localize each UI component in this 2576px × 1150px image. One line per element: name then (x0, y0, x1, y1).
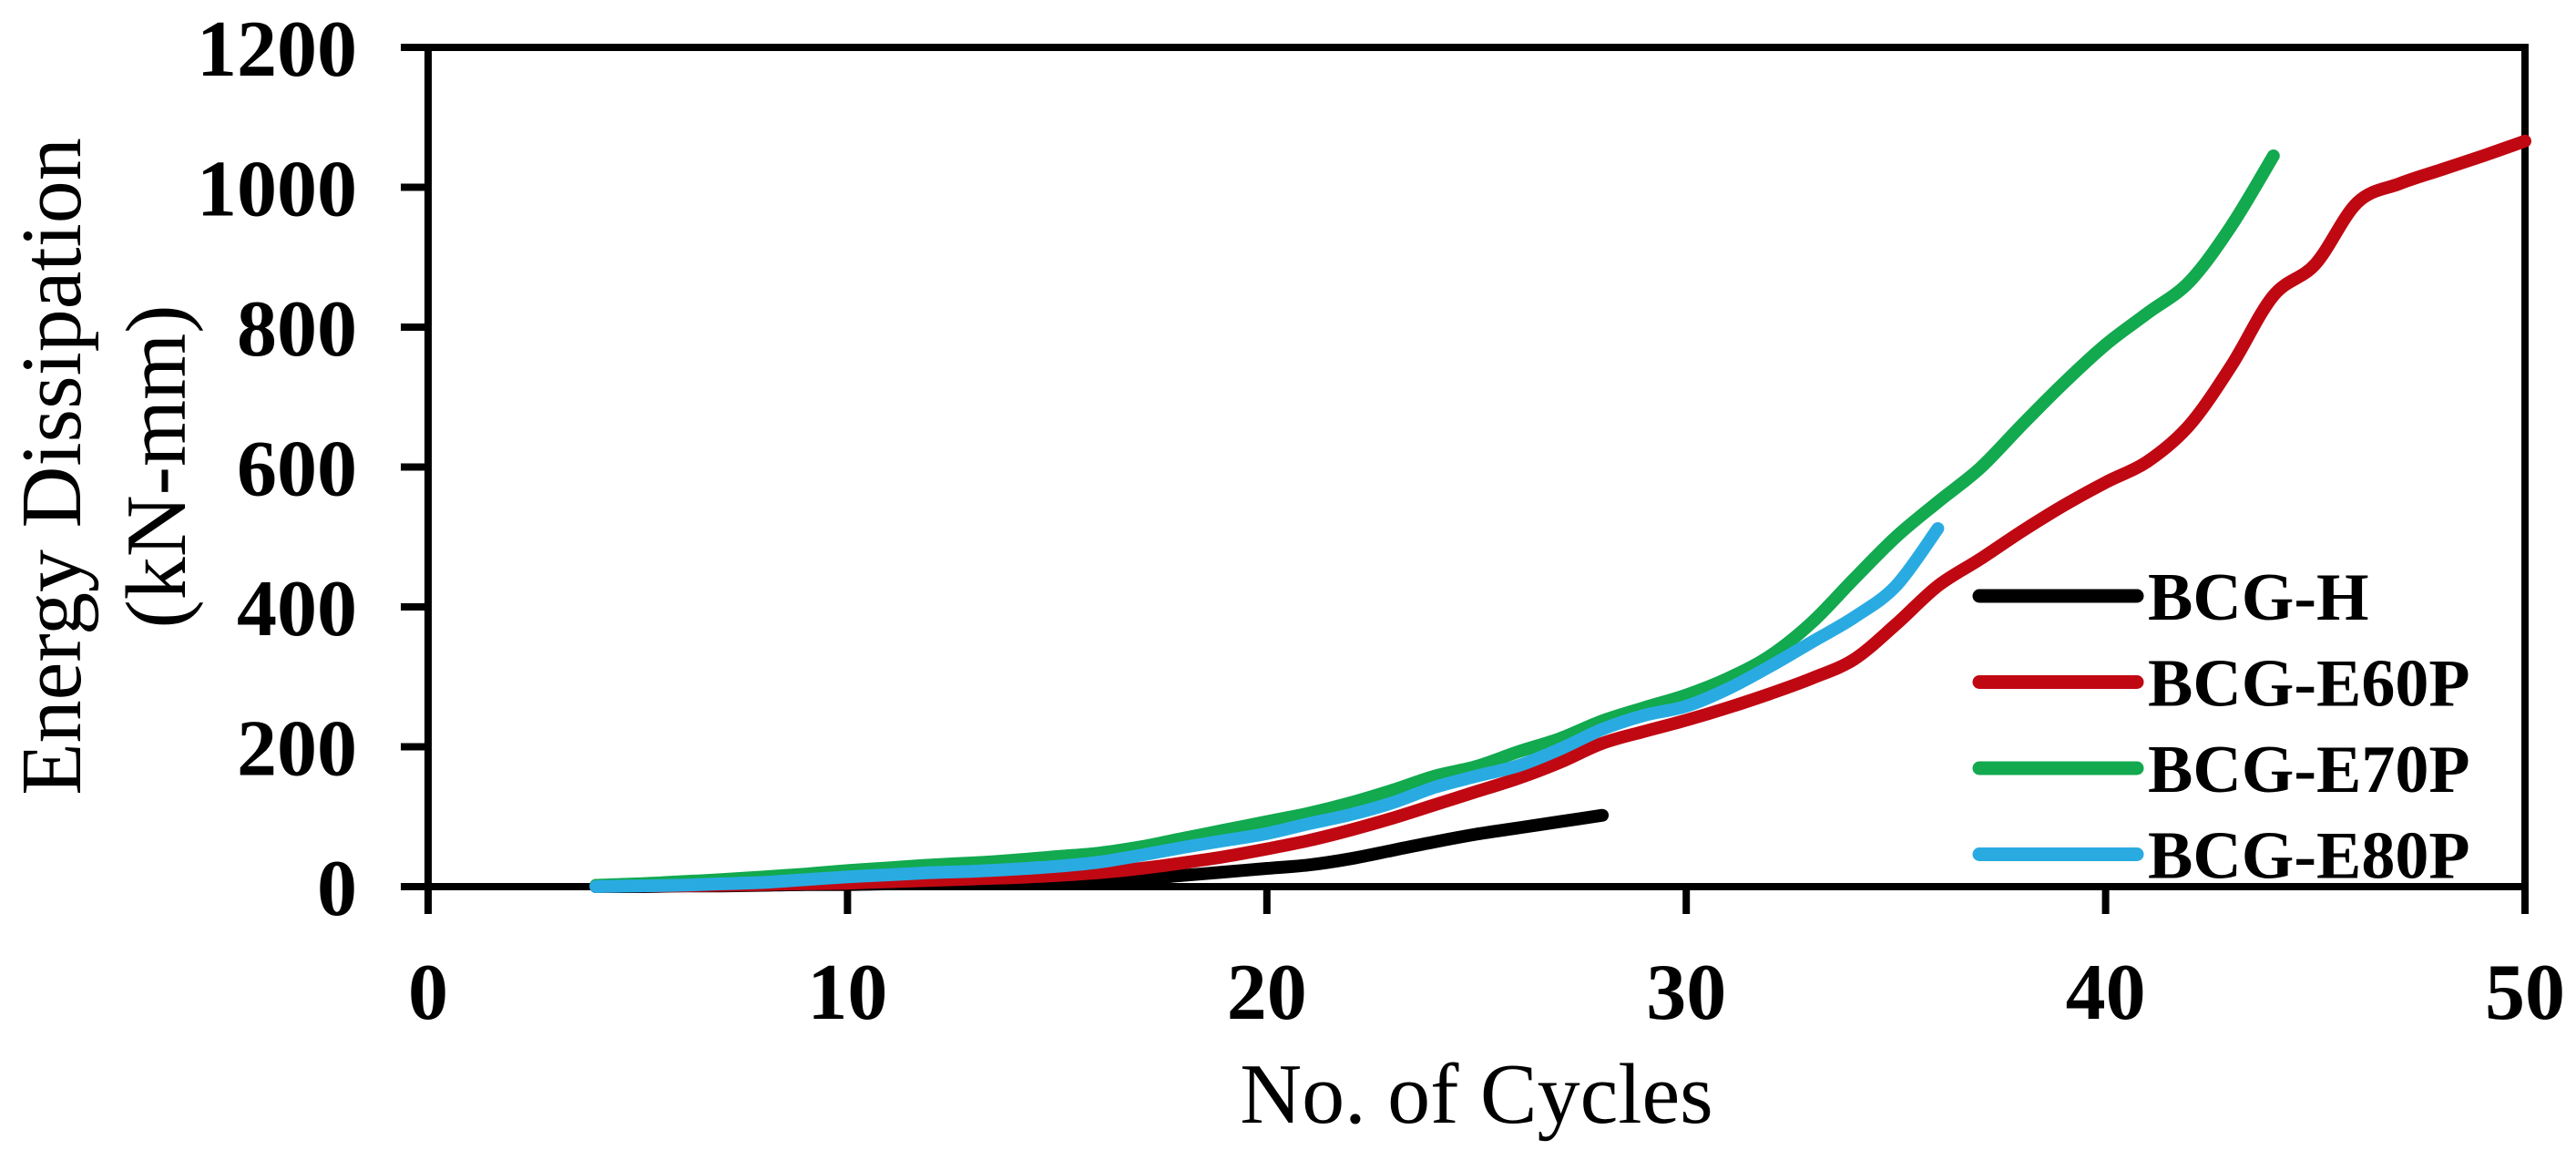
series-lines (589, 134, 2531, 894)
y-tick-label-1200: 1200 (197, 5, 357, 94)
x-tick-label-50: 50 (2485, 949, 2565, 1037)
y-tick-label-800: 800 (237, 285, 357, 374)
y-axis-title-line2: (kN-mm) (109, 304, 204, 629)
y-tick-label-1000: 1000 (197, 146, 357, 234)
x-axis-tick-labels: 0 10 20 30 40 50 (408, 949, 2565, 1037)
y-tick-label-0: 0 (317, 845, 357, 933)
series-line-BCG-E60P (589, 134, 2531, 893)
legend-label-BCG-E70P: BCG-E70P (2148, 733, 2470, 807)
y-tick-label-400: 400 (237, 565, 357, 653)
series-line-BCG-E80P (589, 522, 1945, 893)
x-tick-label-10: 10 (807, 949, 887, 1037)
legend: BCG-H BCG-E60P BCG-E70P BCG-E80P (1972, 560, 2470, 894)
legend-item-BCG-E60P: BCG-E60P (1972, 647, 2470, 722)
x-tick-label-30: 30 (1646, 949, 1726, 1037)
legend-item-BCG-E80P: BCG-E80P (1972, 819, 2470, 894)
legend-label-BCG-E60P: BCG-E60P (2148, 647, 2470, 722)
legend-item-BCG-E70P: BCG-E70P (1972, 733, 2470, 807)
x-axis-ticks (424, 887, 2529, 914)
series-line-BCG-E70P (589, 149, 2280, 892)
x-tick-label-0: 0 (408, 949, 448, 1037)
y-axis-title: Energy Dissipation (kN-mm) (0, 55, 210, 878)
y-axis-tick-labels: 0 200 400 600 800 1000 1200 (197, 5, 357, 933)
x-axis-title: No. of Cycles (1240, 1047, 1713, 1142)
y-tick-label-200: 200 (237, 705, 357, 794)
x-tick-label-40: 40 (2066, 949, 2146, 1037)
legend-item-BCG-H: BCG-H (1972, 560, 2369, 635)
y-tick-label-600: 600 (237, 426, 357, 514)
legend-label-BCG-E80P: BCG-E80P (2148, 819, 2470, 894)
legend-label-BCG-H: BCG-H (2148, 560, 2369, 635)
y-axis-ticks (401, 44, 428, 890)
x-tick-label-20: 20 (1227, 949, 1307, 1037)
y-axis-title-line1: Energy Dissipation (5, 138, 99, 796)
